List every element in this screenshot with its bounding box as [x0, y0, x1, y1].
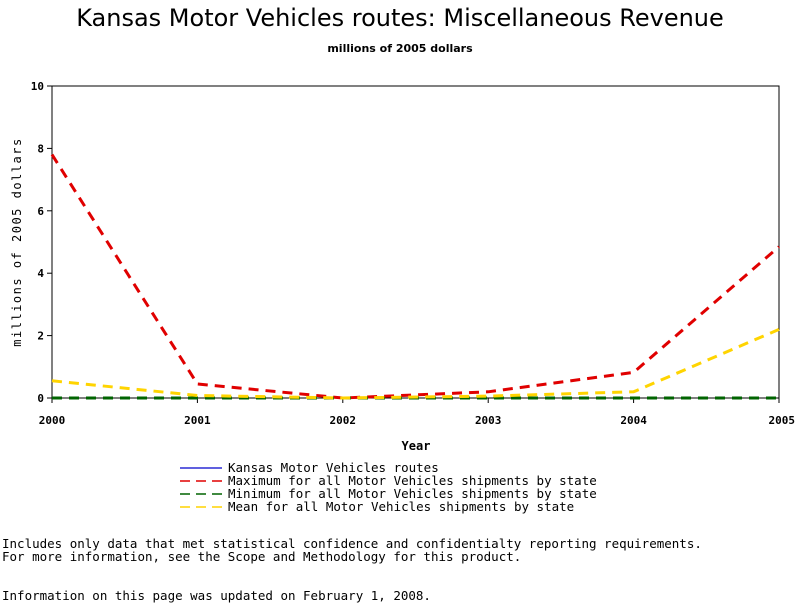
plot-frame: [52, 86, 779, 398]
y-axis-label: millions of 2005 dollars: [10, 137, 24, 346]
y-tick-label: 8: [37, 142, 44, 155]
series-lines: [52, 155, 779, 398]
x-tick-label: 2005: [769, 414, 796, 427]
legend-label: Mean for all Motor Vehicles shipments by…: [228, 499, 574, 514]
x-tick-label: 2003: [475, 414, 502, 427]
y-tick-label: 2: [37, 330, 44, 343]
series-line-3: [52, 329, 779, 398]
note-updated: Information on this page was updated on …: [2, 588, 431, 603]
y-axis-ticks: 0 2 4 6 8 10: [31, 80, 52, 405]
series-line-1: [52, 155, 779, 398]
x-axis-ticks: 2000 2001 2002 2003 2004 2005: [39, 398, 795, 427]
note-methodology: For more information, see the Scope and …: [2, 549, 521, 564]
y-tick-label: 6: [37, 205, 44, 218]
y-tick-label: 10: [31, 80, 44, 93]
x-tick-label: 2000: [39, 414, 66, 427]
x-tick-label: 2001: [184, 414, 211, 427]
y-tick-label: 0: [37, 392, 44, 405]
x-tick-label: 2002: [330, 414, 357, 427]
line-chart: 0 2 4 6 8 10 2000 2001 2002 2003 2004 2005 million…: [0, 0, 800, 530]
x-axis-label: Year: [402, 439, 431, 453]
x-tick-label: 2004: [620, 414, 647, 427]
y-tick-label: 4: [37, 267, 44, 280]
